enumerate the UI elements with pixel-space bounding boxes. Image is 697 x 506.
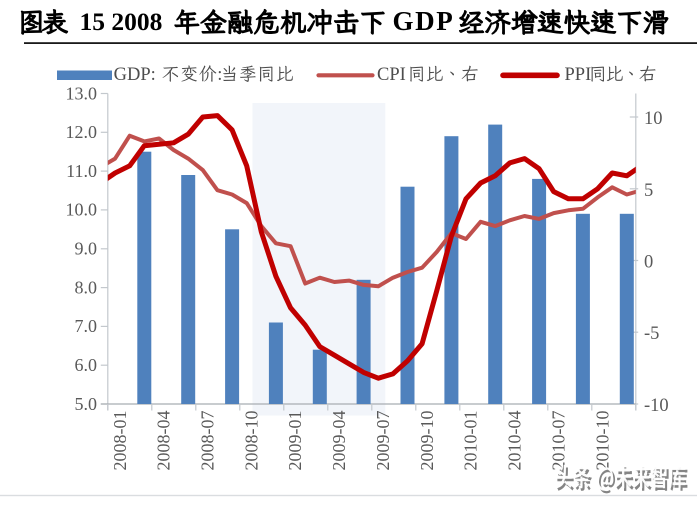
svg-text:0: 0	[644, 253, 653, 273]
svg-text:CPI: CPI	[377, 65, 406, 85]
svg-text:2009-07: 2009-07	[373, 411, 393, 471]
svg-text:-5: -5	[644, 324, 659, 344]
svg-text:GDP:: GDP:	[114, 65, 156, 85]
svg-text:GDP: GDP	[393, 6, 455, 36]
svg-text:2010-10: 2010-10	[592, 411, 612, 471]
svg-text:8.0: 8.0	[75, 277, 98, 297]
svg-text:2009-10: 2009-10	[417, 411, 437, 471]
svg-text:12.0: 12.0	[66, 122, 98, 142]
svg-text:10.0: 10.0	[66, 200, 98, 220]
svg-text:2010-04: 2010-04	[505, 411, 525, 471]
svg-text::: :	[217, 65, 222, 85]
svg-text:15 2008: 15 2008	[80, 7, 163, 36]
svg-text:2008-01: 2008-01	[110, 411, 130, 471]
svg-text:2010-01: 2010-01	[461, 411, 481, 471]
svg-text:11.0: 11.0	[66, 161, 97, 181]
svg-text:9.0: 9.0	[75, 239, 98, 259]
svg-text:5.0: 5.0	[75, 394, 98, 414]
svg-text:2008-10: 2008-10	[241, 411, 261, 471]
svg-text:-10: -10	[644, 396, 669, 416]
svg-text:2009-01: 2009-01	[285, 411, 305, 471]
svg-text:2008-04: 2008-04	[154, 411, 174, 471]
svg-text:10: 10	[644, 109, 663, 129]
svg-text:6.0: 6.0	[75, 355, 98, 375]
svg-text:2008-07: 2008-07	[198, 411, 218, 471]
svg-text:2009-04: 2009-04	[329, 411, 349, 471]
svg-text:PPI: PPI	[565, 65, 592, 85]
svg-text:7.0: 7.0	[75, 316, 98, 336]
svg-text:2010-07: 2010-07	[548, 411, 568, 471]
svg-text:5: 5	[644, 181, 653, 201]
svg-text:13.0: 13.0	[66, 83, 98, 103]
